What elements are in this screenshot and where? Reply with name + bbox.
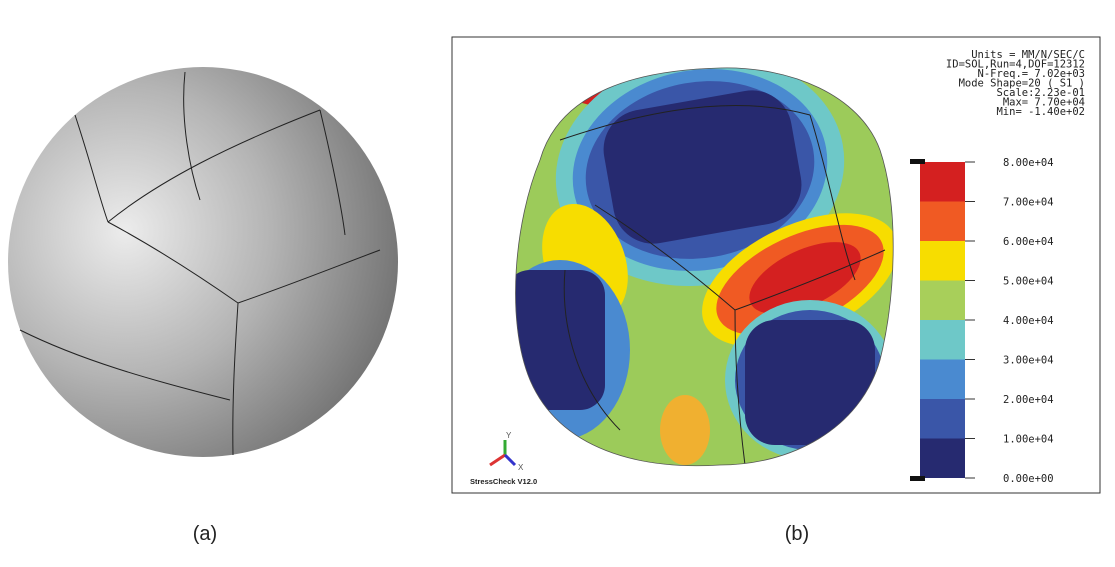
colorbar-labels: 8.00e+04 7.00e+04 6.00e+04 5.00e+04 4.00e+04… xyxy=(965,157,1054,485)
cube-outline xyxy=(515,67,894,467)
software-label: StressCheck V12.0 xyxy=(470,477,537,486)
colorbar-label: 7.00e+04 xyxy=(1003,197,1054,209)
colorbar-label: 8.00e+04 xyxy=(1003,157,1054,169)
info-line: ID=SOL,Run=4,DOF=12312 xyxy=(946,59,1085,71)
colorbar-label: 2.00e+04 xyxy=(1003,394,1054,406)
colorbar-label: 4.00e+04 xyxy=(1003,315,1054,327)
info-block: Units = MM/N/SEC/CID=SOL,Run=4,DOF=12312… xyxy=(946,49,1085,118)
colorbar xyxy=(910,159,965,481)
colorbar-label: 5.00e+04 xyxy=(1003,276,1054,288)
colorbar-label: 6.00e+04 xyxy=(1003,236,1054,248)
info-line: Units = MM/N/SEC/C xyxy=(971,49,1085,61)
triad-label: X xyxy=(518,463,524,472)
triad-label: Y xyxy=(506,431,512,440)
stress-cube xyxy=(515,67,894,466)
info-line: Max= 7.70e+04 xyxy=(1003,97,1085,109)
info-line: Mode Shape=20 ( S1 ) xyxy=(959,78,1085,90)
colorbar-label: 0.00e+00 xyxy=(1003,473,1054,485)
sphere xyxy=(8,67,398,457)
caption: (a) xyxy=(193,523,217,545)
info-line: Scale:2.23e-01 xyxy=(996,87,1085,99)
caption: (b) xyxy=(785,523,809,545)
info-line: N-Freq.= 7.02e+03 xyxy=(978,68,1085,80)
colorbar-label: 1.00e+04 xyxy=(1003,434,1054,446)
triad: Y X xyxy=(489,431,524,472)
colorbar-label: 3.00e+04 xyxy=(1003,355,1054,367)
info-line: Min= -1.40e+02 xyxy=(996,106,1085,118)
